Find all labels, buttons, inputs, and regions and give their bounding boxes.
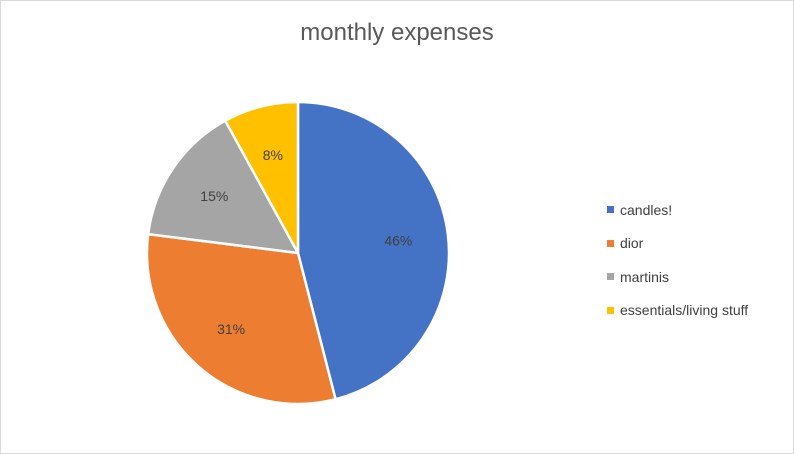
legend-label: candles! <box>620 201 673 218</box>
chart-legend: candles! dior martinis essentials/living st… <box>607 193 748 327</box>
data-label: 8% <box>263 147 283 163</box>
legend-label: martinis <box>620 268 670 285</box>
pie-data-labels: 46% 31% 15% 8% <box>200 147 412 337</box>
data-label: 31% <box>217 321 245 337</box>
legend-swatch <box>607 239 614 247</box>
legend-swatch <box>607 206 614 214</box>
legend-swatch <box>607 273 614 281</box>
legend-swatch <box>607 306 614 314</box>
legend-label: dior <box>620 235 644 252</box>
legend-item[interactable]: essentials/living stuff <box>607 294 748 328</box>
data-label: 46% <box>384 232 412 248</box>
chart-title: monthly expenses <box>300 19 494 46</box>
pie-slices <box>145 100 451 406</box>
pie-slice-martinis[interactable] <box>146 119 300 255</box>
legend-label: essentials/living stuff <box>620 302 749 319</box>
pie-slice-essentials-living-stuff[interactable] <box>224 100 300 255</box>
legend-item[interactable]: dior <box>607 227 748 261</box>
pie-slice-candles[interactable] <box>296 100 451 401</box>
data-label: 15% <box>200 188 228 204</box>
legend-item[interactable]: candles! <box>607 193 748 227</box>
pie-slice-dior[interactable] <box>145 232 337 406</box>
legend-item[interactable]: martinis <box>607 260 748 294</box>
